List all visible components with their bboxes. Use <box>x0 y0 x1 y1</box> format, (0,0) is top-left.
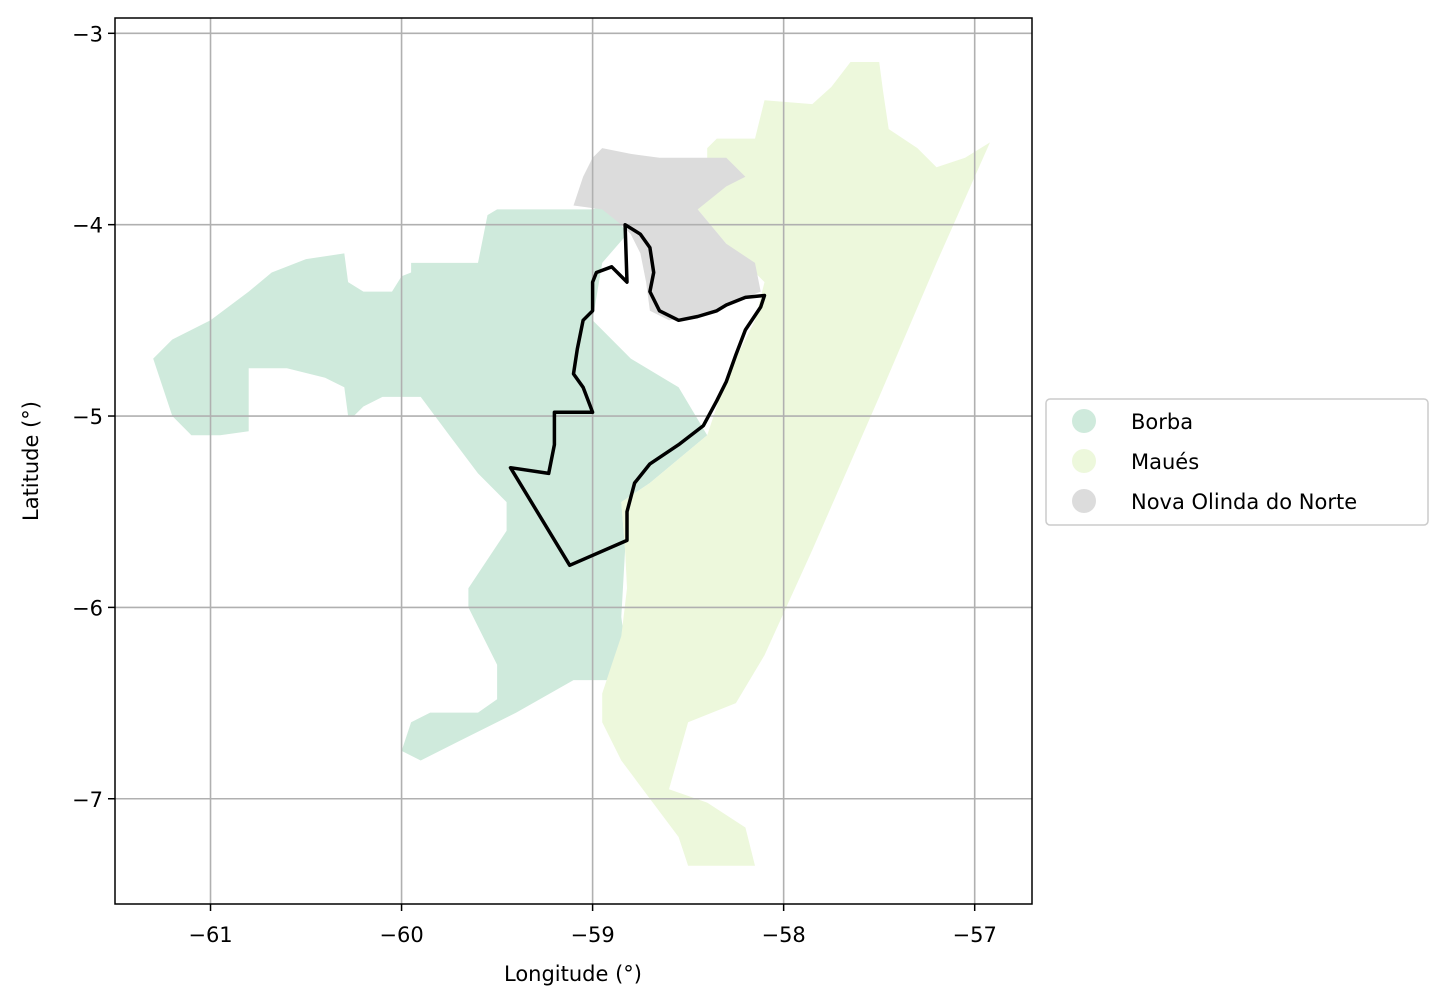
outline-layer <box>508 222 767 568</box>
legend: Borba Maués Nova Olinda do Norte <box>1045 398 1429 526</box>
y-axis-label: Latitude (°) <box>19 401 43 521</box>
legend-label: Maués <box>1131 450 1199 474</box>
x-axis-ticks: −61 −60 −59 −58 −57 <box>188 904 997 947</box>
y-tick-label: −6 <box>72 596 103 620</box>
axes-frame <box>114 17 1033 905</box>
y-tick-label: −5 <box>72 405 103 429</box>
region-layer <box>153 62 990 866</box>
x-tick-label: −59 <box>570 923 614 947</box>
region-mau-s <box>602 62 990 866</box>
legend-marker <box>1072 409 1096 433</box>
grid-lines <box>115 18 1032 904</box>
y-tick-label: −7 <box>72 788 103 812</box>
x-tick-label: −60 <box>379 923 423 947</box>
legend-label: Borba <box>1131 410 1193 434</box>
x-tick-label: −61 <box>188 923 232 947</box>
legend-marker <box>1072 489 1096 513</box>
region-nova-olinda-do-norte <box>573 148 761 321</box>
y-tick-label: −3 <box>72 22 103 46</box>
x-tick-label: −58 <box>761 923 805 947</box>
study-area-outline <box>508 222 767 568</box>
y-tick-label: −4 <box>72 214 103 238</box>
y-axis-ticks: −3 −4 −5 −6 −7 <box>72 22 115 812</box>
legend-label: Nova Olinda do Norte <box>1131 490 1357 514</box>
x-tick-label: −57 <box>953 923 997 947</box>
legend-marker <box>1072 449 1096 473</box>
x-axis-label: Longitude (°) <box>504 962 642 986</box>
plot-area <box>114 17 1033 905</box>
region-borba <box>153 205 708 761</box>
legend-box <box>1045 398 1429 526</box>
